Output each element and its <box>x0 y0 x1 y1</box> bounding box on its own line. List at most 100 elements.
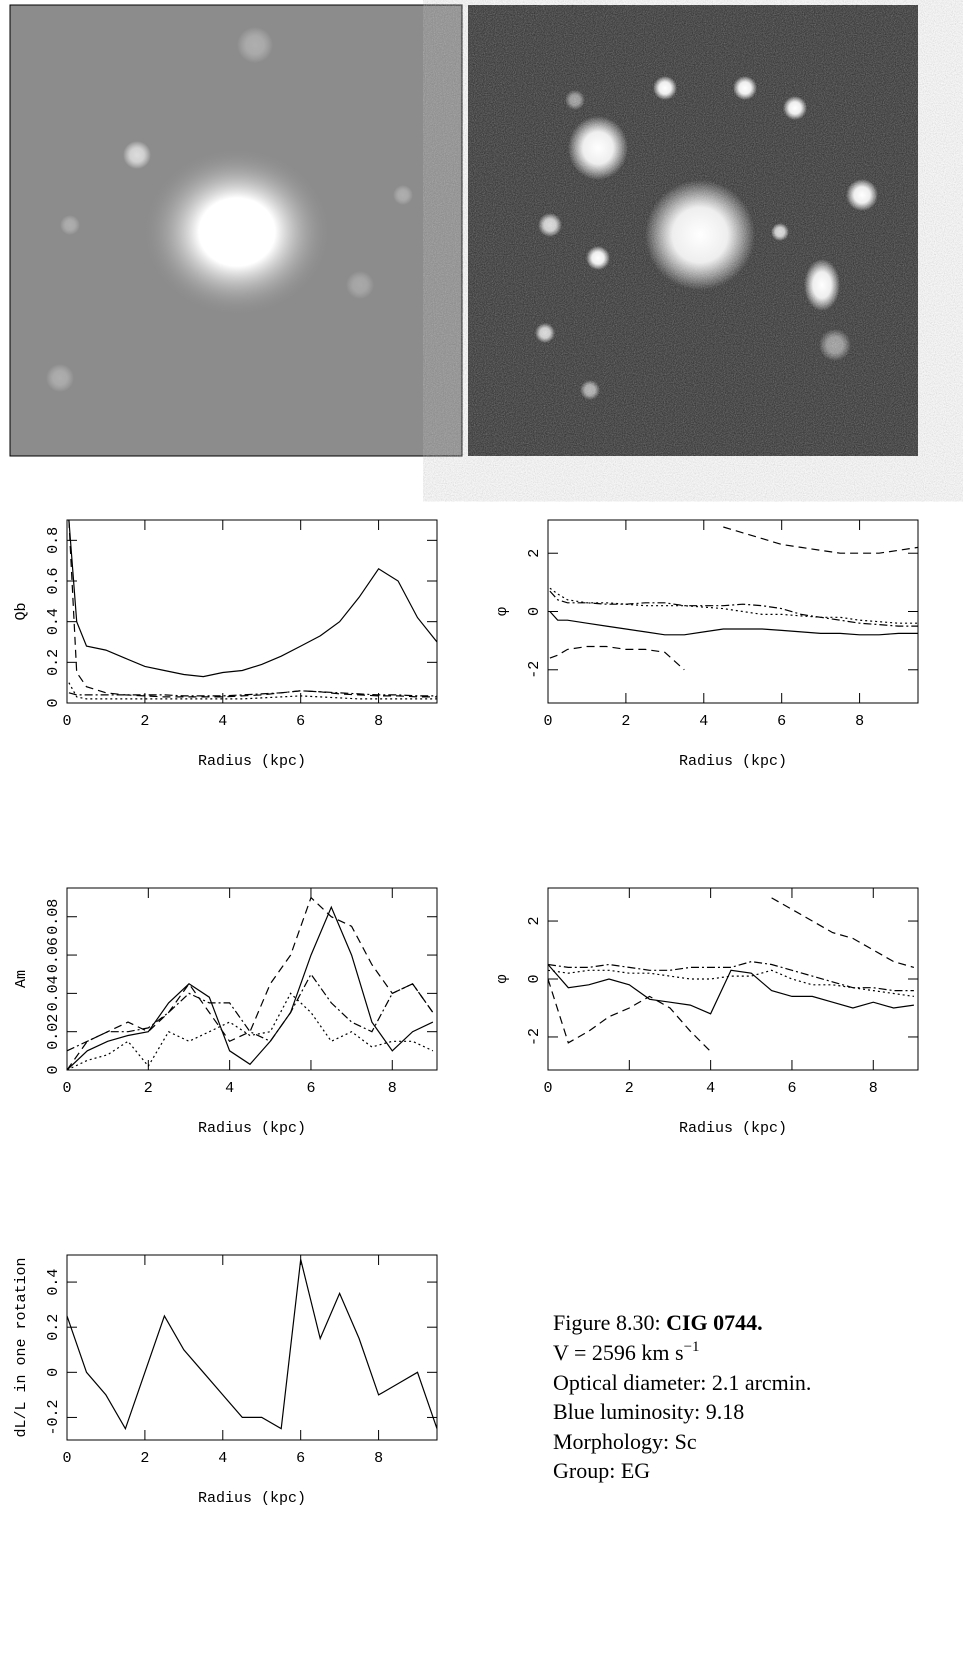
plot-frame <box>66 887 438 1071</box>
optical-image <box>9 4 463 457</box>
series-line <box>548 960 914 992</box>
svg-text:Figure 8.30: CIG 0744.: Figure 8.30: CIG 0744. <box>553 1310 763 1335</box>
series-line <box>548 964 914 1015</box>
y-tick-label: 0.8 <box>45 527 62 554</box>
x-tick-label: 0 <box>62 713 71 730</box>
x-tick-label: 6 <box>787 1080 796 1097</box>
x-tick-label: 2 <box>621 713 630 730</box>
x-tick-label: 0 <box>543 1080 552 1097</box>
x-tick-label: 4 <box>218 713 227 730</box>
x-tick-label: 6 <box>777 713 786 730</box>
y-tick-label: 0.06 <box>45 937 62 973</box>
svg-text:V = 2596 km s−1: V = 2596 km s−1 <box>553 1339 700 1365</box>
plot-area <box>67 1259 437 1431</box>
plot-frame <box>547 519 919 704</box>
series-line <box>67 905 434 1070</box>
y-tick-label: 0.6 <box>45 567 62 594</box>
plot-area <box>548 897 915 1052</box>
y-tick-label: 0 <box>45 1065 62 1074</box>
chart: 0 2 4 6 8 0 0.02 0.04 0.06 0.08 Radius (kpc) Am <box>13 887 438 1137</box>
x-tick-label: 6 <box>296 713 305 730</box>
plot-area <box>67 896 434 1070</box>
x-tick-label: 4 <box>699 713 708 730</box>
x-tick-label: 6 <box>296 1450 305 1467</box>
series-line <box>67 973 434 1052</box>
x-tick-label: 0 <box>543 713 552 730</box>
series-line <box>67 1259 437 1431</box>
x-tick-label: 2 <box>140 1450 149 1467</box>
plot-frame <box>66 519 438 704</box>
y-tick-label: 0 <box>45 1368 62 1377</box>
chart: 0 2 4 6 8 -2 0 2 Radius (kpc) φ <box>494 887 919 1137</box>
y-tick-label: 2 <box>526 917 543 926</box>
x-tick-label: 8 <box>869 1080 878 1097</box>
x-tick-label: 0 <box>62 1450 71 1467</box>
series-line <box>68 520 437 678</box>
y-tick-label: -2 <box>526 661 543 679</box>
series-line <box>549 611 918 636</box>
series-line <box>68 682 437 700</box>
plot-area <box>549 526 918 671</box>
y-axis-label: Qb <box>13 602 30 620</box>
chart: 0 2 4 6 8 -2 0 2 Radius (kpc) φ <box>494 519 919 770</box>
y-tick-label: 0.4 <box>45 608 62 635</box>
y-tick-label: 0.08 <box>45 899 62 935</box>
series-line <box>548 969 914 997</box>
x-tick-label: 0 <box>62 1080 71 1097</box>
series-line <box>67 896 434 1070</box>
halpha-image <box>468 5 918 456</box>
series-line <box>68 690 437 697</box>
x-tick-label: 2 <box>140 713 149 730</box>
x-tick-label: 2 <box>144 1080 153 1097</box>
series-line <box>549 587 918 624</box>
x-axis-label: Radius (kpc) <box>198 1120 306 1137</box>
caption-line: Group: EG <box>553 1458 650 1483</box>
caption-line: Optical diameter: 2.1 arcmin. <box>553 1370 811 1395</box>
plot-area <box>68 520 437 700</box>
x-tick-label: 8 <box>855 713 864 730</box>
caption-line: Blue luminosity: 9.18 <box>553 1399 744 1424</box>
x-axis-label: Radius (kpc) <box>679 753 787 770</box>
caption-line: Morphology: Sc <box>553 1429 697 1454</box>
y-axis-label: dL/L in one rotation <box>13 1257 30 1437</box>
caption-name: CIG 0744. <box>666 1310 763 1335</box>
caption: Figure 8.30: CIG 0744. V = 2596 km s−1 O… <box>553 1310 811 1483</box>
y-tick-label: 2 <box>526 549 543 558</box>
plot-frame <box>66 1254 438 1441</box>
y-tick-label: 0.4 <box>45 1269 62 1296</box>
series-line <box>548 897 915 1052</box>
x-tick-label: 4 <box>218 1450 227 1467</box>
y-tick-label: 0 <box>45 698 62 707</box>
y-axis-label: φ <box>494 607 511 616</box>
x-axis-label: Radius (kpc) <box>679 1120 787 1137</box>
y-tick-label: -2 <box>526 1028 543 1046</box>
x-tick-label: 4 <box>706 1080 715 1097</box>
x-axis-label: Radius (kpc) <box>198 753 306 770</box>
y-tick-label: -0.2 <box>45 1399 62 1435</box>
x-tick-label: 8 <box>374 1450 383 1467</box>
plot-frame <box>547 887 919 1071</box>
y-tick-label: 0.2 <box>45 649 62 676</box>
x-axis-label: Radius (kpc) <box>198 1490 306 1507</box>
y-tick-label: 0.02 <box>45 1014 62 1050</box>
chart: 0 2 4 6 8 0 0.2 0.4 0.6 0.8 Radius (kpc) Qb <box>13 519 438 770</box>
x-tick-label: 8 <box>374 713 383 730</box>
y-tick-label: 0 <box>526 607 543 616</box>
x-tick-label: 6 <box>306 1080 315 1097</box>
x-tick-label: 8 <box>388 1080 397 1097</box>
caption-velocity: V = 2596 km s <box>553 1340 684 1365</box>
y-axis-label: Am <box>13 970 30 988</box>
caption-label: Figure 8.30: <box>553 1310 661 1335</box>
series-line <box>549 590 918 627</box>
y-tick-label: 0.04 <box>45 975 62 1011</box>
y-tick-label: 0.2 <box>45 1314 62 1341</box>
caption-velocity-exponent: −1 <box>684 1339 700 1355</box>
x-tick-label: 2 <box>625 1080 634 1097</box>
y-axis-label: φ <box>494 974 511 983</box>
x-tick-label: 4 <box>225 1080 234 1097</box>
series-line <box>67 992 434 1070</box>
series-line <box>68 520 437 698</box>
series-line <box>549 526 918 671</box>
